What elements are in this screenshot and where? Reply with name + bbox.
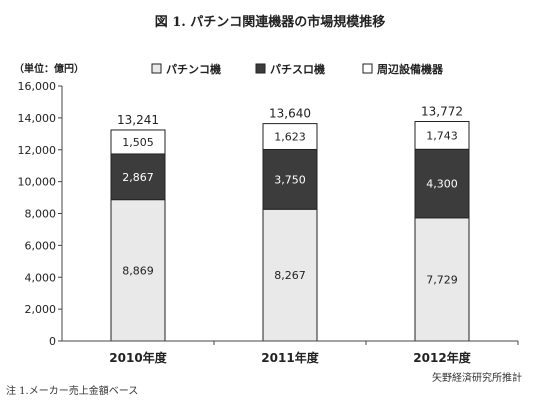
bars: 8,869 2,867 1,505 13,241 8,267 3,750 1,623 13,6… bbox=[110, 105, 470, 342]
x-category-label: 2010年度 bbox=[109, 350, 167, 365]
source-text: 矢野経済研究所推計 bbox=[432, 371, 522, 384]
segment-label: 1,743 bbox=[426, 129, 458, 142]
chart-title: 図 1. パチンコ関連機器の市場規模推移 bbox=[155, 14, 386, 30]
segment-label: 8,267 bbox=[274, 269, 306, 282]
legend-label-0: パチンコ機 bbox=[166, 62, 221, 76]
bar-segment bbox=[110, 153, 166, 201]
total-label: 13,772 bbox=[421, 105, 463, 119]
y-tick-label: 14,000 bbox=[18, 112, 57, 125]
legend-swatch-2 bbox=[362, 63, 373, 74]
y-tick-label: 10,000 bbox=[18, 176, 57, 189]
y-tick-label: 8,000 bbox=[25, 208, 57, 221]
total-label: 13,241 bbox=[117, 113, 159, 127]
bar-segment bbox=[262, 123, 318, 150]
segment-label: 1,623 bbox=[274, 131, 306, 144]
bar-segment bbox=[262, 148, 318, 210]
legend-swatch-1 bbox=[255, 63, 266, 74]
note-text: 注 1.メーカー売上金額ベース bbox=[6, 384, 138, 397]
x-category-label: 2012年度 bbox=[413, 350, 471, 365]
y-tick-label: 0 bbox=[49, 335, 56, 348]
y-tick-label: 12,000 bbox=[18, 144, 57, 157]
x-axis: 2010年度 2011年度 2012年度 bbox=[62, 340, 519, 365]
segment-label: 3,750 bbox=[274, 173, 306, 186]
segment-label: 4,300 bbox=[426, 178, 458, 191]
segment-label: 1,505 bbox=[122, 136, 154, 149]
y-tick-label: 4,000 bbox=[25, 271, 57, 284]
legend: パチンコ機 パチスロ機 周辺設備機器 bbox=[151, 62, 444, 76]
x-category-label: 2011年度 bbox=[261, 350, 319, 365]
bar-segment bbox=[110, 129, 166, 155]
total-label: 13,640 bbox=[269, 107, 311, 121]
legend-label-2: 周辺設備機器 bbox=[377, 62, 444, 76]
bar-segment bbox=[262, 208, 318, 342]
legend-swatch-0 bbox=[151, 63, 162, 74]
segment-label: 8,869 bbox=[122, 264, 154, 277]
bar-segment bbox=[414, 148, 470, 219]
y-tick-label: 16,000 bbox=[18, 80, 57, 93]
unit-label: （単位：億円） bbox=[14, 62, 84, 75]
y-axis: 0 2,000 4,000 6,000 8,000 10,000 12,000 14,000 1… bbox=[18, 80, 63, 348]
bar-segment bbox=[414, 121, 470, 150]
segment-label: 7,729 bbox=[426, 273, 458, 286]
y-tick-label: 2,000 bbox=[25, 303, 57, 316]
legend-label-1: パチスロ機 bbox=[270, 62, 325, 76]
y-tick-label: 6,000 bbox=[25, 239, 57, 252]
segment-label: 2,867 bbox=[122, 171, 154, 184]
